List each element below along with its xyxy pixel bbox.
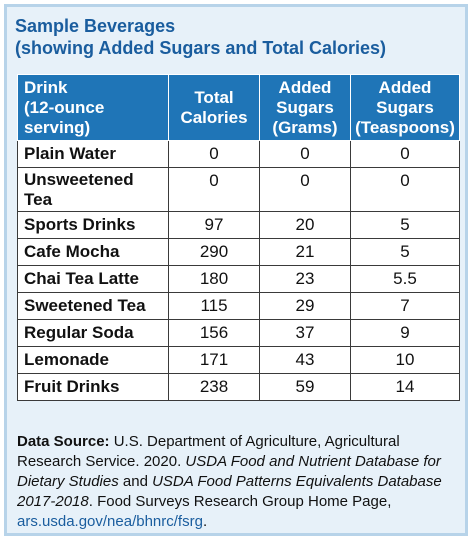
calories-cell: 97 bbox=[168, 211, 260, 239]
grams-cell: 0 bbox=[259, 167, 351, 212]
source-title-2: USDA Food Patterns Equivalents Database … bbox=[17, 473, 442, 510]
drink-cell: Cafe Mocha bbox=[17, 238, 169, 266]
beverages-table: Drink (12-ounce serving) Total Calories … bbox=[17, 74, 460, 401]
beverages-card: Sample Beverages (showing Added Sugars a… bbox=[4, 4, 468, 536]
grams-cell: 21 bbox=[259, 238, 351, 266]
drink-cell: Sports Drinks bbox=[17, 211, 169, 239]
calories-cell: 156 bbox=[168, 319, 260, 347]
calories-cell: 171 bbox=[168, 346, 260, 374]
grams-cell: 29 bbox=[259, 292, 351, 320]
calories-cell: 290 bbox=[168, 238, 260, 266]
drink-cell: Plain Water bbox=[17, 140, 169, 168]
card-title: Sample Beverages (showing Added Sugars a… bbox=[15, 15, 386, 59]
table-row: Plain Water 0 0 0 bbox=[17, 140, 460, 168]
teaspoons-cell: 5.5 bbox=[350, 265, 460, 293]
drink-cell: Lemonade bbox=[17, 346, 169, 374]
grams-cell: 23 bbox=[259, 265, 351, 293]
table-row: Sports Drinks 97 20 5 bbox=[17, 211, 460, 239]
title-line-2: (showing Added Sugars and Total Calories… bbox=[15, 38, 387, 58]
table-row: Regular Soda 156 37 9 bbox=[17, 319, 460, 347]
grams-cell: 43 bbox=[259, 346, 351, 374]
calories-cell: 0 bbox=[168, 140, 260, 168]
calories-cell: 0 bbox=[168, 167, 260, 212]
teaspoons-cell: 10 bbox=[350, 346, 460, 374]
drink-cell: Fruit Drinks bbox=[17, 373, 169, 401]
drink-cell: Chai Tea Latte bbox=[17, 265, 169, 293]
table-row: Unsweetened Tea 0 0 0 bbox=[17, 167, 460, 212]
title-line-1: Sample Beverages bbox=[15, 16, 176, 36]
grams-cell: 0 bbox=[259, 140, 351, 168]
table-row: Fruit Drinks 238 59 14 bbox=[17, 373, 460, 401]
header-added-sugars-grams: Added Sugars (Grams) bbox=[259, 74, 351, 141]
drink-cell: Unsweetened Tea bbox=[17, 167, 169, 212]
teaspoons-cell: 5 bbox=[350, 238, 460, 266]
table-row: Chai Tea Latte 180 23 5.5 bbox=[17, 265, 460, 293]
table-row: Lemonade 171 43 10 bbox=[17, 346, 460, 374]
header-total-calories: Total Calories bbox=[168, 74, 260, 141]
table-row: Cafe Mocha 290 21 5 bbox=[17, 238, 460, 266]
data-source-label: Data Source: bbox=[17, 433, 110, 450]
teaspoons-cell: 9 bbox=[350, 319, 460, 347]
data-source-note: Data Source: U.S. Department of Agricult… bbox=[17, 433, 442, 530]
teaspoons-cell: 0 bbox=[350, 167, 460, 212]
source-link[interactable]: ars.usda.gov/nea/bhnrc/fsrg bbox=[17, 513, 203, 530]
header-row: Drink (12-ounce serving) Total Calories … bbox=[17, 74, 460, 141]
calories-cell: 180 bbox=[168, 265, 260, 293]
calories-cell: 115 bbox=[168, 292, 260, 320]
teaspoons-cell: 5 bbox=[350, 211, 460, 239]
header-drink: Drink (12-ounce serving) bbox=[17, 74, 169, 141]
teaspoons-cell: 7 bbox=[350, 292, 460, 320]
grams-cell: 20 bbox=[259, 211, 351, 239]
header-added-sugars-teaspoons: Added Sugars (Teaspoons) bbox=[350, 74, 460, 141]
drink-cell: Regular Soda bbox=[17, 319, 169, 347]
teaspoons-cell: 0 bbox=[350, 140, 460, 168]
teaspoons-cell: 14 bbox=[350, 373, 460, 401]
grams-cell: 37 bbox=[259, 319, 351, 347]
table-row: Sweetened Tea 115 29 7 bbox=[17, 292, 460, 320]
drink-cell: Sweetened Tea bbox=[17, 292, 169, 320]
grams-cell: 59 bbox=[259, 373, 351, 401]
source-title-1: USDA Food and Nutrient Database for Diet… bbox=[17, 453, 441, 490]
calories-cell: 238 bbox=[168, 373, 260, 401]
